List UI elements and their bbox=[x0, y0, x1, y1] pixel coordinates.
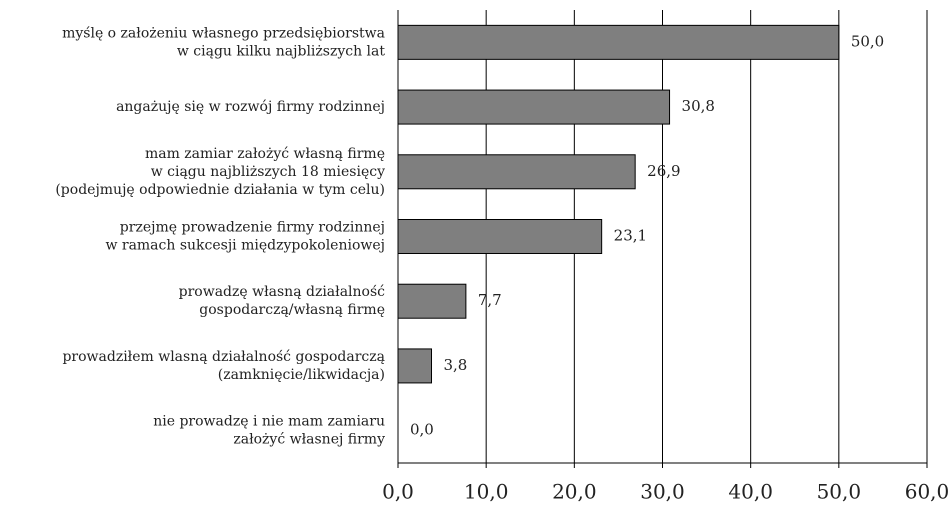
value-label: 0,0 bbox=[410, 421, 434, 439]
x-tick-label: 40,0 bbox=[728, 480, 773, 504]
value-label: 3,8 bbox=[444, 356, 468, 374]
category-line: w ciągu najbliższych 18 miesięcy bbox=[151, 164, 385, 180]
category-line: nie prowadzę i nie mam zamiaru bbox=[153, 414, 385, 430]
x-tick-label: 60,0 bbox=[905, 480, 950, 504]
x-tick-label: 0,0 bbox=[382, 480, 414, 504]
bar bbox=[397, 89, 671, 125]
category-line: angażuję się w rozwój firmy rodzinnej bbox=[116, 99, 385, 115]
category-line: prowadziłem wlasną działalność gospodarc… bbox=[62, 349, 385, 365]
category-label: myślę o założeniu własnego przedsiębiors… bbox=[62, 25, 385, 59]
category-line: (podejmuję odpowiednie działania w tym c… bbox=[55, 182, 385, 198]
value-label: 7,7 bbox=[478, 291, 502, 309]
value-label: 26,9 bbox=[647, 162, 680, 180]
value-label: 30,8 bbox=[682, 97, 715, 115]
category-line: przejmę prowadzenie firmy rodzinnej bbox=[120, 220, 385, 236]
category-label: przejmę prowadzenie firmy rodzinnej w ram… bbox=[105, 220, 385, 254]
category-line: myślę o założeniu własnego przedsiębiors… bbox=[62, 25, 385, 41]
x-tick-label: 50,0 bbox=[817, 480, 862, 504]
x-tick-label: 20,0 bbox=[552, 480, 597, 504]
bar bbox=[397, 283, 467, 319]
category-label: prowadziłem wlasną działalność gospodarc… bbox=[62, 349, 385, 383]
bar bbox=[397, 348, 433, 384]
x-tick-label: 30,0 bbox=[640, 480, 685, 504]
category-line: prowadzę własną działalność bbox=[179, 284, 386, 300]
category-label: nie prowadzę i nie mam zamiaru założyć wł… bbox=[153, 414, 385, 448]
category-line: w ramach sukcesji międzypokoleniowej bbox=[105, 238, 385, 254]
category-label: mam zamiar założyć własną firmę w ciągu n… bbox=[55, 146, 385, 198]
bar bbox=[397, 24, 840, 60]
bar bbox=[397, 154, 636, 190]
category-label: angażuję się w rozwój firmy rodzinnej bbox=[116, 99, 385, 115]
value-label: 50,0 bbox=[851, 32, 884, 50]
category-line: mam zamiar założyć własną firmę bbox=[145, 146, 385, 162]
category-line: (zamknięcie/likwidacja) bbox=[218, 367, 385, 383]
category-line: gospodarczą/własną firmę bbox=[199, 302, 385, 318]
category-line: założyć własnej firmy bbox=[233, 432, 385, 448]
category-line: w ciągu kilku najbliższych lat bbox=[177, 43, 386, 59]
x-tick-label: 10,0 bbox=[464, 480, 509, 504]
value-label: 23,1 bbox=[614, 227, 647, 245]
category-label: prowadzę własną działalność gospodarczą/w… bbox=[179, 284, 386, 318]
bar bbox=[397, 219, 603, 254]
